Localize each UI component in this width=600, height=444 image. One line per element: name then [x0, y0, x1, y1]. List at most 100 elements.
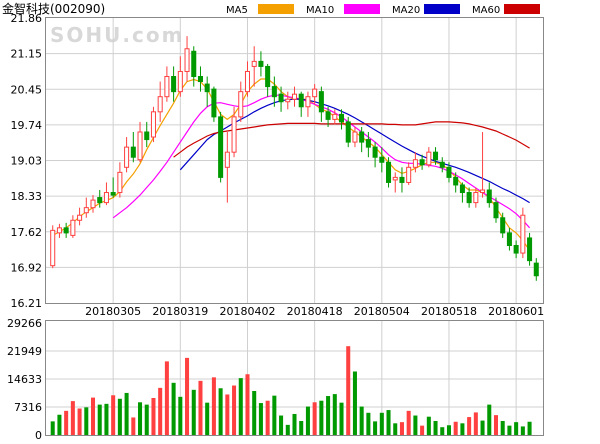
candle: [506, 227, 512, 251]
candle-body-down: [513, 244, 519, 254]
candle: [251, 46, 257, 87]
candle: [83, 197, 89, 218]
candle: [379, 147, 385, 173]
candle-body-up: [412, 159, 418, 168]
candle: [439, 157, 445, 173]
candle-body-up: [305, 96, 311, 108]
volume-bar: [151, 397, 156, 435]
volume-bar: [218, 388, 223, 435]
candle: [285, 91, 291, 110]
candle: [238, 81, 244, 122]
candle-body-up: [184, 48, 190, 72]
candle-body-up: [426, 151, 432, 166]
volume-bar: [352, 371, 357, 435]
candle: [325, 106, 331, 127]
volume-grid: [46, 321, 543, 435]
volume-bar: [131, 417, 136, 435]
volume-bar: [185, 357, 190, 435]
volume-bar: [138, 402, 143, 435]
candle: [312, 84, 318, 105]
volume-bar: [399, 422, 404, 435]
candle-body-down: [359, 131, 365, 143]
volume-bar: [299, 420, 304, 435]
volume-bar: [198, 380, 203, 435]
volume-bar: [252, 390, 257, 435]
volume-bar: [124, 392, 129, 435]
volume-y-tick-label: 29266: [7, 317, 42, 330]
candle: [231, 106, 237, 158]
candle: [50, 225, 56, 269]
date-x-tick-label: 20180319: [152, 305, 208, 318]
candle-body-down: [365, 139, 371, 148]
date-x-tick-label: 20180402: [219, 305, 275, 318]
candle: [204, 76, 210, 107]
candle-body-down: [459, 184, 465, 194]
candle-body-down: [533, 262, 539, 277]
candle-body-up: [285, 98, 291, 103]
candle: [157, 81, 163, 122]
volume-bar: [225, 394, 230, 435]
candle-body-up: [150, 111, 156, 138]
candle: [265, 63, 271, 97]
candle-body-up: [332, 113, 338, 120]
candle-body-down: [399, 176, 405, 183]
candle-body-up: [352, 131, 358, 143]
candle-body-down: [493, 202, 499, 219]
volume-bar: [373, 421, 378, 435]
candle: [171, 66, 177, 102]
price-panel-frame: [45, 17, 544, 304]
candle-body-down: [338, 113, 345, 123]
candle: [446, 162, 452, 183]
candle-body-up: [83, 207, 89, 214]
volume-bar: [346, 346, 351, 435]
date-x-axis: 20180305 20180319 20180402 20180418 20180504…: [85, 305, 544, 318]
candle: [399, 167, 405, 193]
candle-body-up: [251, 60, 257, 67]
candle: [97, 190, 103, 208]
candle: [372, 142, 378, 168]
candle: [184, 36, 190, 82]
stock-title: 金智科技(002090): [2, 1, 105, 16]
candle: [244, 61, 251, 97]
volume-y-tick-label: 21949: [7, 345, 42, 358]
candle: [426, 147, 432, 168]
candle-body-down: [439, 161, 445, 168]
volume-bar: [440, 427, 445, 435]
candle-body-up: [312, 88, 318, 98]
candlestick-series: [50, 36, 539, 281]
candle-body-down: [506, 232, 512, 246]
candle: [70, 215, 76, 238]
candle-body-up: [244, 70, 251, 93]
candle: [150, 106, 156, 143]
candle: [90, 195, 96, 213]
volume-bar: [285, 424, 290, 435]
candle: [211, 86, 217, 122]
candle: [298, 91, 304, 117]
candle-body-down: [271, 86, 277, 98]
volume-bar: [178, 396, 183, 435]
candle-body-up: [164, 76, 170, 98]
ma-line-ma20: [179, 98, 530, 204]
candle-body-down: [144, 131, 150, 141]
candle-body-down: [191, 50, 197, 78]
volume-y-tick-label: 14633: [7, 373, 42, 386]
volume-bar: [158, 387, 163, 435]
candle: [63, 222, 69, 238]
price-y-tick-label: 16.92: [11, 261, 43, 274]
legend-swatch-ma5: [258, 4, 294, 14]
candle: [338, 109, 345, 130]
candle: [117, 162, 123, 198]
volume-bar: [520, 426, 525, 435]
candle-body-up: [392, 176, 398, 181]
candle-body-down: [197, 76, 203, 83]
date-x-tick-label: 20180518: [421, 305, 477, 318]
candle: [359, 126, 365, 153]
candle-body-up: [473, 192, 479, 204]
candle: [433, 147, 439, 165]
candle: [110, 177, 116, 198]
volume-bar: [453, 421, 458, 435]
volume-bar: [446, 425, 451, 435]
candle-body-down: [97, 197, 103, 204]
candle: [318, 86, 324, 122]
